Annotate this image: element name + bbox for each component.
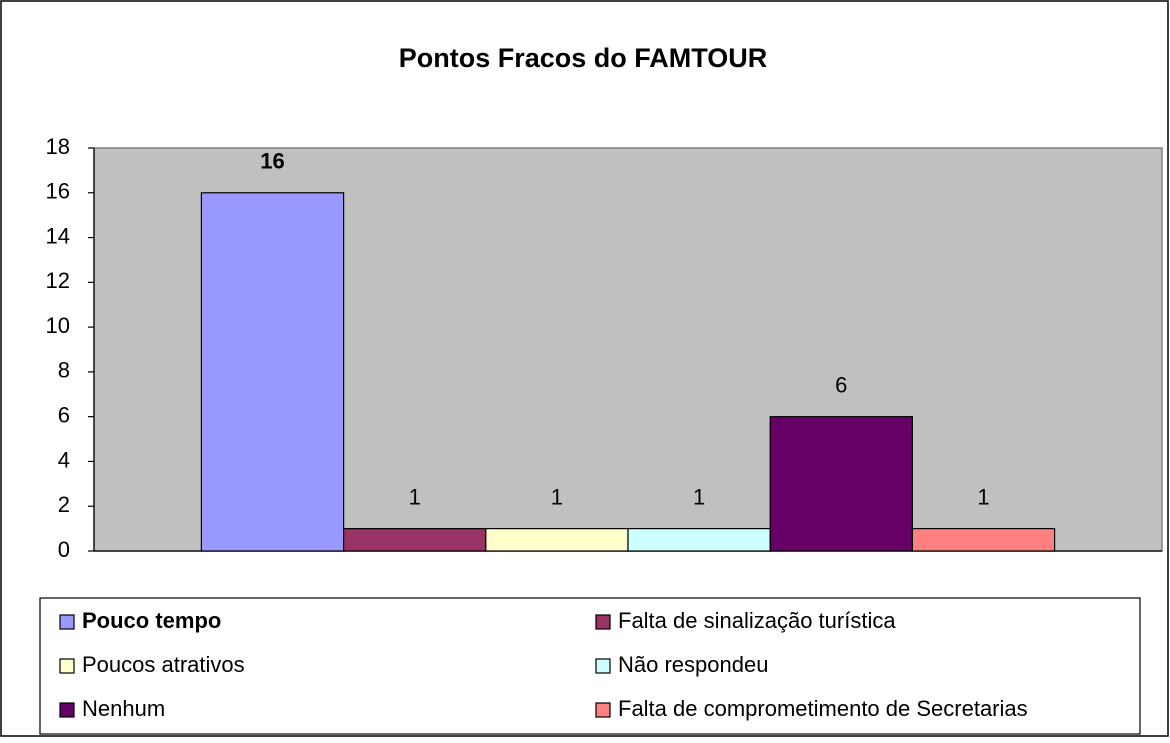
y-tick-label: 12 bbox=[46, 268, 70, 293]
data-label: 16 bbox=[260, 149, 284, 174]
y-tick-label: 10 bbox=[46, 313, 70, 338]
bar bbox=[200, 192, 345, 552]
legend-swatch bbox=[59, 658, 75, 674]
legend-label: Falta de sinalização turística bbox=[618, 608, 896, 633]
legend-box bbox=[39, 597, 1141, 735]
y-tick-label: 2 bbox=[58, 492, 70, 517]
y-tick-label: 8 bbox=[58, 358, 70, 383]
legend-swatch bbox=[595, 614, 611, 630]
y-tick-label: 16 bbox=[46, 179, 70, 204]
y-tick-label: 0 bbox=[58, 537, 70, 562]
data-label: 6 bbox=[835, 372, 847, 397]
legend-label: Não respondeu bbox=[618, 652, 768, 677]
legend-swatch bbox=[59, 702, 75, 718]
legend-swatch bbox=[59, 614, 75, 630]
y-tick-label: 18 bbox=[46, 134, 70, 159]
legend-label: Pouco tempo bbox=[82, 608, 221, 633]
legend-swatch bbox=[595, 658, 611, 674]
y-tick-label: 4 bbox=[58, 447, 70, 472]
data-label: 1 bbox=[551, 484, 563, 509]
bar bbox=[769, 416, 914, 552]
bar bbox=[627, 528, 771, 552]
bar bbox=[485, 528, 629, 552]
legend-swatch bbox=[595, 702, 611, 718]
legend-label: Falta de comprometimento de Secretarias bbox=[618, 696, 1028, 721]
data-label: 1 bbox=[693, 484, 705, 509]
data-label: 1 bbox=[977, 484, 989, 509]
data-label: 1 bbox=[409, 484, 421, 509]
bar bbox=[343, 528, 487, 552]
legend-label: Nenhum bbox=[82, 696, 165, 721]
y-tick-label: 14 bbox=[46, 223, 70, 248]
y-tick-label: 6 bbox=[58, 402, 70, 427]
chart-title: Pontos Fracos do FAMTOUR bbox=[399, 43, 768, 73]
legend-label: Poucos atrativos bbox=[82, 652, 245, 677]
bar bbox=[911, 528, 1056, 552]
